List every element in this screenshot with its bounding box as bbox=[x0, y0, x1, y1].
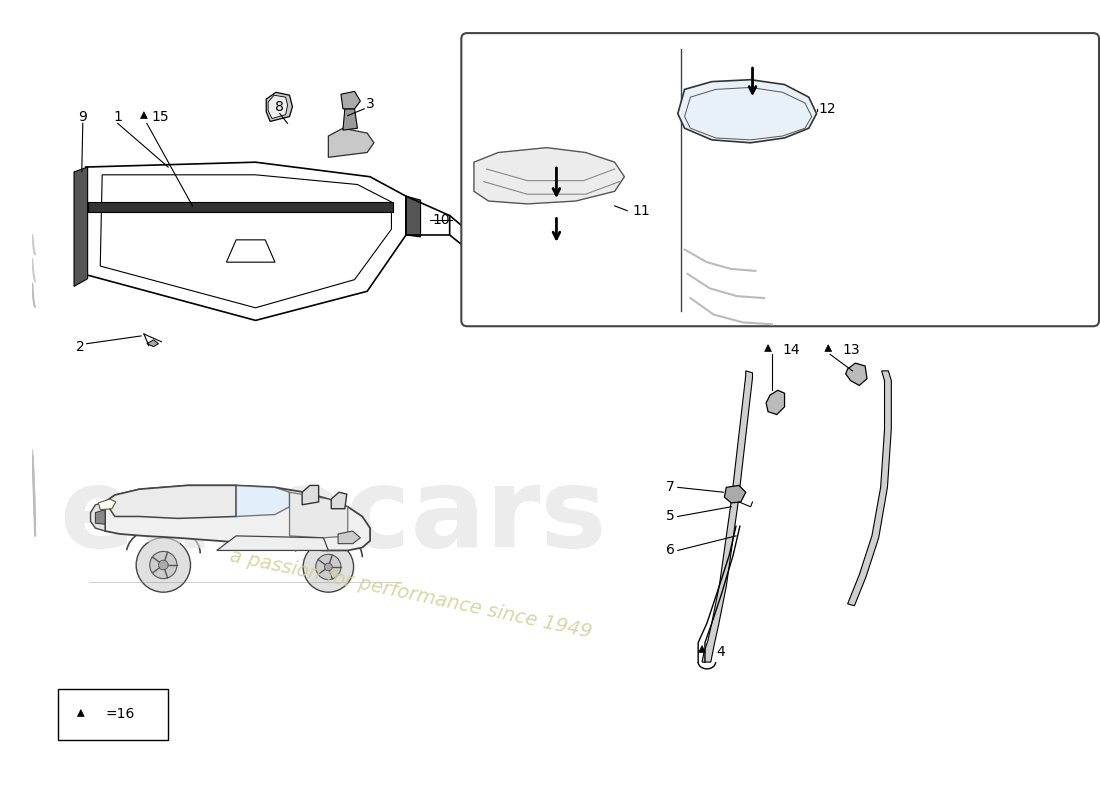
Polygon shape bbox=[217, 536, 328, 550]
Text: 3: 3 bbox=[365, 97, 374, 111]
Polygon shape bbox=[90, 502, 106, 531]
Circle shape bbox=[316, 554, 341, 579]
Polygon shape bbox=[474, 148, 625, 204]
Text: 6: 6 bbox=[666, 543, 675, 558]
Circle shape bbox=[150, 551, 177, 578]
Text: 4: 4 bbox=[716, 646, 725, 659]
Polygon shape bbox=[678, 80, 816, 142]
Polygon shape bbox=[88, 202, 394, 212]
Polygon shape bbox=[328, 128, 374, 158]
Text: 12: 12 bbox=[818, 102, 836, 116]
Polygon shape bbox=[338, 531, 361, 544]
Polygon shape bbox=[236, 486, 289, 517]
Polygon shape bbox=[106, 486, 370, 550]
Polygon shape bbox=[227, 240, 275, 262]
Text: 8: 8 bbox=[275, 100, 284, 114]
Polygon shape bbox=[825, 345, 832, 351]
Polygon shape bbox=[289, 492, 348, 538]
Text: eurocars: eurocars bbox=[59, 463, 607, 570]
Text: 13: 13 bbox=[843, 342, 860, 357]
Polygon shape bbox=[725, 486, 746, 503]
Polygon shape bbox=[848, 371, 891, 606]
Polygon shape bbox=[406, 196, 420, 237]
Polygon shape bbox=[98, 499, 116, 510]
Polygon shape bbox=[341, 91, 361, 109]
Polygon shape bbox=[766, 390, 784, 414]
Polygon shape bbox=[141, 112, 147, 118]
Text: =16: =16 bbox=[106, 707, 134, 722]
Text: 2: 2 bbox=[77, 340, 85, 354]
Text: 10: 10 bbox=[432, 214, 450, 227]
Polygon shape bbox=[146, 340, 158, 346]
Polygon shape bbox=[82, 162, 406, 321]
Text: a passion for performance since 1949: a passion for performance since 1949 bbox=[228, 546, 594, 642]
Circle shape bbox=[304, 542, 353, 592]
Text: 7: 7 bbox=[667, 480, 675, 494]
Polygon shape bbox=[77, 710, 85, 717]
Text: 5: 5 bbox=[667, 510, 675, 523]
Polygon shape bbox=[702, 371, 752, 662]
Circle shape bbox=[324, 563, 332, 571]
Circle shape bbox=[136, 538, 190, 592]
Polygon shape bbox=[106, 486, 236, 518]
Text: 14: 14 bbox=[782, 342, 800, 357]
Text: 11: 11 bbox=[632, 204, 650, 218]
Polygon shape bbox=[74, 167, 88, 286]
Polygon shape bbox=[846, 363, 867, 386]
Text: 1: 1 bbox=[113, 110, 122, 123]
Polygon shape bbox=[302, 486, 319, 505]
Text: 15: 15 bbox=[152, 110, 169, 123]
Circle shape bbox=[158, 560, 168, 570]
Polygon shape bbox=[266, 92, 293, 122]
Polygon shape bbox=[331, 492, 346, 509]
FancyBboxPatch shape bbox=[461, 33, 1099, 326]
Polygon shape bbox=[96, 510, 106, 524]
Polygon shape bbox=[268, 95, 287, 118]
Polygon shape bbox=[764, 345, 771, 351]
Polygon shape bbox=[343, 109, 358, 130]
FancyBboxPatch shape bbox=[57, 690, 168, 740]
Polygon shape bbox=[698, 646, 705, 652]
Text: 9: 9 bbox=[78, 110, 87, 123]
